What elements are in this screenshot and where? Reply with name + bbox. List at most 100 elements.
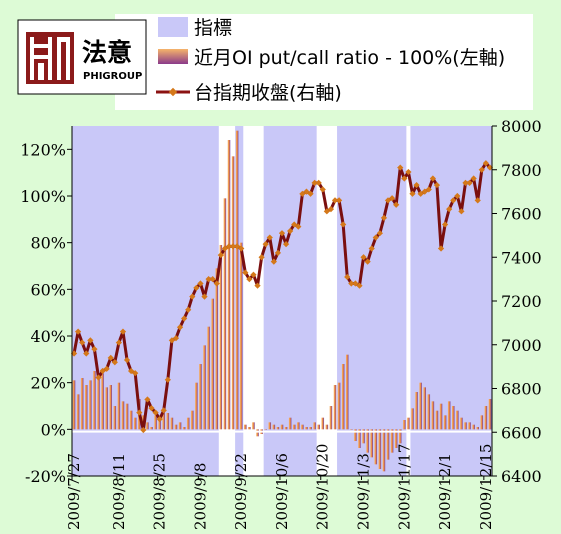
- ratio-bar: [362, 429, 365, 444]
- ratio-bar: [292, 424, 296, 430]
- ratio-bar: [174, 424, 178, 430]
- indicator-region: [337, 126, 407, 476]
- futures-point: [348, 280, 355, 287]
- ratio-bar: [117, 382, 121, 430]
- ratio-bar: [313, 422, 316, 430]
- ratio-bar: [195, 382, 198, 430]
- right-tick-label: 7800: [501, 161, 542, 180]
- ratio-bar: [203, 345, 206, 430]
- ratio-bar: [374, 429, 378, 465]
- logo-name-en: PHIGROUP: [83, 71, 142, 82]
- ratio-bar: [162, 410, 166, 430]
- logo-name-cn: 法意: [82, 38, 132, 67]
- ratio-bar: [252, 422, 255, 430]
- ratio-bar: [80, 378, 84, 430]
- ratio-bar: [411, 408, 414, 430]
- logo-mark-icon: [26, 32, 74, 84]
- x-tick-label: 2009/9/8: [191, 463, 209, 530]
- ratio-bar: [239, 242, 243, 430]
- futures-point: [152, 409, 159, 416]
- futures-point: [225, 243, 233, 250]
- axes: -20% 0% 20% 40% 60% 80% 100% 120% 6400 6600 6800 70…: [20, 117, 541, 530]
- ratio-bar: [321, 417, 325, 430]
- x-tick-label: 2009/11/17: [395, 444, 413, 530]
- ratio-bar: [431, 401, 435, 430]
- x-tick-label: 2009/12/15: [477, 444, 495, 530]
- ratio-bar: [415, 392, 418, 430]
- ratio-bar: [268, 422, 272, 430]
- right-tick-label: 7600: [501, 205, 542, 224]
- ratio-bar: [317, 424, 320, 430]
- ratio-bar: [284, 427, 288, 430]
- ratio-bar: [297, 422, 300, 430]
- ratio-bar: [394, 429, 398, 448]
- futures-point: [176, 324, 184, 331]
- ratio-bar: [170, 417, 174, 430]
- futures-point: [128, 367, 135, 375]
- ratio-bar: [333, 385, 337, 430]
- x-tick-label: 2009/8/25: [151, 453, 169, 530]
- put-call-ratio-bars: [72, 130, 492, 472]
- ratio-bar: [256, 429, 259, 437]
- indicator-areas: [72, 126, 492, 476]
- ratio-bar: [476, 427, 479, 430]
- ratio-bar: [154, 415, 157, 430]
- ratio-bar: [451, 406, 455, 430]
- ratio-bar: [309, 427, 312, 430]
- ratio-bar: [337, 382, 341, 430]
- ratio-bar: [191, 410, 194, 430]
- ratio-bar: [272, 424, 276, 430]
- ratio-bar: [85, 385, 88, 430]
- ratio-bar: [382, 429, 386, 472]
- ratio-bar: [280, 424, 284, 430]
- ratio-bar: [101, 373, 104, 430]
- ratio-bar: [288, 417, 292, 430]
- ratio-bar: [150, 427, 153, 430]
- ratio-bar: [264, 429, 267, 430]
- futures-point: [352, 280, 359, 287]
- ratio-bar: [109, 385, 113, 430]
- ratio-bar: [113, 406, 117, 430]
- ratio-bar: [480, 415, 484, 430]
- ratio-bar: [329, 406, 333, 430]
- ratio-bar: [378, 429, 382, 469]
- indicator-region: [235, 126, 244, 476]
- futures-point: [254, 282, 261, 289]
- ratio-bar: [276, 427, 280, 430]
- ratio-bar: [76, 394, 80, 430]
- ratio-bar: [133, 417, 137, 430]
- futures-point: [217, 251, 224, 259]
- legend-swatch-futures-marker: [168, 87, 178, 97]
- ratio-bar: [464, 422, 467, 430]
- x-tick-label: 2009/10/20: [314, 444, 332, 530]
- ratio-bar: [447, 401, 451, 430]
- ratio-bar: [129, 410, 133, 430]
- x-tick-label: 2009/12/1: [436, 453, 454, 530]
- ratio-bar: [146, 422, 149, 430]
- right-tick-label: 6400: [501, 467, 542, 486]
- left-tick-label: -20%: [25, 467, 66, 486]
- ratio-bar: [472, 424, 475, 430]
- ratio-bar: [350, 429, 353, 430]
- x-tick-label: 2009/9/22: [232, 453, 250, 530]
- legend-label-indicator: 指標: [194, 17, 232, 39]
- ratio-bar: [227, 140, 231, 430]
- ratio-bar: [215, 268, 219, 430]
- legend-label-ratio: 近月OI put/call ratio - 100%(左軸): [194, 47, 505, 69]
- ratio-bar: [403, 420, 406, 430]
- ratio-bar: [423, 387, 426, 430]
- futures-point: [238, 245, 245, 252]
- ratio-bar: [366, 429, 369, 453]
- ratio-bar: [231, 156, 235, 430]
- right-tick-label: 7200: [501, 292, 542, 311]
- ratio-bar: [456, 410, 459, 430]
- right-tick-label: 6600: [501, 423, 542, 442]
- ratio-bar: [407, 417, 410, 430]
- ratio-bar: [358, 429, 361, 448]
- x-tick-label: 2009/10/6: [273, 453, 291, 530]
- legend-swatch-indicator: [158, 17, 188, 37]
- ratio-bar: [354, 429, 357, 441]
- right-tick-label: 7400: [501, 248, 542, 267]
- futures-point: [246, 276, 253, 283]
